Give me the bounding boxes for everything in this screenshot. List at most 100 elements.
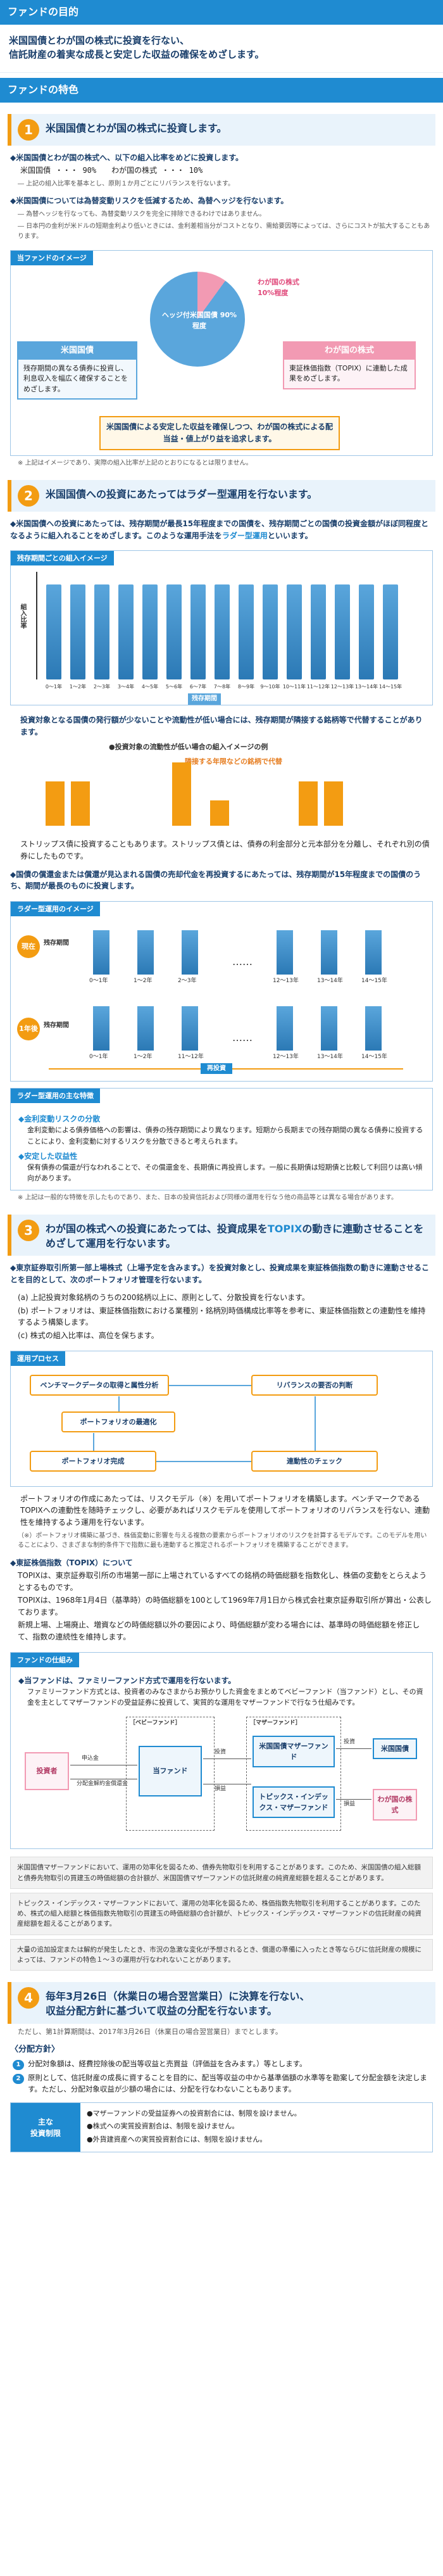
panel-tag: 運用プロセス — [11, 1351, 65, 1366]
reinvest-label: 再投資 — [201, 1063, 232, 1075]
feature-3: 3 わが国の株式への投資にあたっては、投資成果をTOPIXの動きに連動させること… — [8, 1214, 435, 1971]
bond-box-text: 残存期間の異なる債券に投資し、利息収入を幅広く確保することをめざします。 — [23, 363, 128, 393]
bar-label: 13〜14年 — [354, 684, 378, 690]
bullet: ◆米国国債については為替変動リスクを低減するため、為替ヘッジを行ないます。 — [10, 196, 289, 206]
process-arrow — [169, 1384, 251, 1386]
feature-number: 2 — [18, 484, 39, 507]
pie-small-label: わが国の株式 10%程度 — [258, 278, 299, 298]
liquidity-legend: ●投資対象の流動性が低い場合の組入イメージの例 — [109, 743, 268, 752]
panel-tag: 残存期間ごとの組入イメージ — [11, 551, 114, 566]
feature-1-head: 1 米国国債とわが国の株式に投資します。 — [8, 113, 435, 146]
ladder-bar — [93, 930, 109, 975]
scheme-text: ファミリーファンド方式とは、投資者のみなさまからお預かりした資金をまとめてベビー… — [27, 1688, 423, 1707]
liquidity-bar — [299, 781, 318, 826]
bar-label: 3〜4年 — [117, 684, 135, 690]
ladder-bar — [365, 930, 382, 975]
target-box: わが国の株式 — [373, 1789, 417, 1821]
mother-fund-box: 米国国債マザーファンド — [253, 1736, 335, 1768]
flow-label: 申込金 — [82, 1755, 99, 1762]
bar-label: 9〜10年 — [260, 684, 280, 690]
process-text: ポートフォリオの作成にあたっては、リスクモデル（※）を用いてポートフォリオを構築… — [20, 1494, 430, 1527]
footnote: ※ 上記は一般的な特徴を示したものであり、また、日本の投資信託および同様の運用を… — [18, 1194, 398, 1202]
process-arrow — [315, 1396, 316, 1451]
panel-tag: ラダー型運用の主な特徴 — [11, 1088, 100, 1103]
process-note: （※）ポートフォリオ構築に基づき、株価変動に影響を与える複数の要素からポートフォ… — [18, 1532, 427, 1550]
note: ― 為替ヘッジを行なっても、為替変動リスクを完全に排除できるわけではありません。 — [18, 210, 266, 218]
allocation-bar — [359, 584, 374, 680]
feature-item-text: 金利変動による債券価格への影響は、債券の残存期間により異なります。短期から長期ま… — [27, 1126, 423, 1146]
ladder-bar — [321, 930, 337, 975]
allocation-bar — [239, 584, 254, 680]
flow-line — [336, 1748, 371, 1750]
remaining-label: 残存期間 — [44, 1021, 69, 1029]
bar-label: 0〜1年 — [45, 684, 63, 690]
ladder-label: 13〜14年 — [317, 977, 343, 984]
distribution-item: 2 原則として、信託財産の成長に資することを目的に、配当等収益の中から基準価額の水… — [13, 2073, 433, 2095]
list-item: (a) 上記投資対象銘柄のうちの200銘柄以上に、原則として、分散投資を行ないま… — [18, 1293, 309, 1303]
allocation-bar — [94, 584, 109, 680]
feature-title: 米国国債とわが国の株式に投資します。 — [46, 122, 227, 134]
ladder-bar — [93, 1006, 109, 1051]
limit-item: ●マザーファンドの受益証券への投資割合には、制限を設けません。 — [87, 2109, 301, 2118]
flow-line — [203, 1758, 251, 1760]
goal-header: ファンドの目的 — [0, 0, 443, 25]
ladder-image: 現在 残存期間 1年後 残存期間 再投資 0〜1年 1〜2年 2〜3年 12〜13年 1… — [11, 916, 432, 1081]
ladder-label: 1〜2年 — [134, 1053, 153, 1060]
ladder-bar — [277, 1006, 293, 1051]
bond-box-title: 米国国債 — [18, 343, 136, 360]
bar-label: 2〜3年 — [93, 684, 111, 690]
x-axis-caption: 残存期間 — [188, 693, 221, 705]
feature-2-head: 2 米国国債への投資にあたってはラダー型運用を行ないます。 — [8, 479, 435, 512]
process-diagram: ベンチマークデータの取得と属性分析 リバランスの要否の判断 ポートフォリオの最適… — [11, 1366, 432, 1486]
allocation-bar — [383, 584, 398, 680]
equity-box: わが国の株式 東証株価指数（TOPIX）に連動した成果をめざします。 — [283, 341, 416, 389]
ladder-features: ラダー型運用の主な特徴 ◆金利変動リスクの分散 金利変動による債券価格への影響は… — [10, 1087, 433, 1191]
ladder-bar — [321, 1006, 337, 1051]
feature-title: わが国の株式への投資にあたっては、投資成果をTOPIXの動きに連動させることをめ… — [46, 1222, 424, 1249]
bar-label: 1〜2年 — [69, 684, 87, 690]
ladder-bars: 組入比率 残存期間 0〜1年 1〜2年 2〜3年 3〜4年 4〜5年 5〜6年 6〜7年 7〜… — [11, 565, 432, 705]
flow-line — [336, 1799, 371, 1800]
now-label: 現在 — [17, 935, 40, 958]
feature-number: 1 — [18, 118, 39, 141]
allocation-bar — [142, 584, 158, 680]
summary-box: 米国国債による安定した収益を確保しつつ、わが国の株式による配当益・値上がり益を追… — [99, 416, 340, 450]
topix-text: 新規上場、上場廃止、増資などの時価総額以外の要因により、時価総額が変わる場合には… — [18, 1620, 420, 1642]
list-item: (b) ポートフォリオは、東証株価指数における業種別・銘柄別時価構成比率等を参考… — [18, 1306, 426, 1327]
liquidity-bar — [46, 781, 65, 826]
limit-item: ●株式への実質投資割合は、制限を設けません。 — [87, 2122, 239, 2131]
gray-note: 米国国債マザーファンドにおいて、運用の効率化を図るため、債券先物取引を利用するこ… — [10, 1857, 433, 1889]
allocation-bar — [166, 584, 182, 680]
allocation-bar — [118, 584, 134, 680]
bar-label: 12〜13年 — [330, 684, 354, 690]
process-step: ポートフォリオの最適化 — [61, 1411, 175, 1432]
substitute-tag: 隣接する年限などの銘柄で代替 — [185, 757, 282, 766]
gray-note: トピックス・インデックス・マザーファンドにおいて、運用の効率化を図るため、株価指… — [10, 1892, 433, 1935]
feature-number: 3 — [18, 1219, 39, 1241]
scheme-diagram: 投資者 ［ベビーファンド］ 当ファンド ［マザーファンド］ 米国国債マザーファン… — [18, 1708, 425, 1841]
limits-list: ●マザーファンドの受益証券への投資割合には、制限を設けません。 ●株式への実質投… — [80, 2103, 308, 2151]
liquidity-bar — [172, 762, 191, 826]
allocation-line: 米国国債 ・・・ 90% わが国の株式 ・・・ 10% — [20, 166, 203, 175]
scheme-bullet: ◆当ファンドは、ファミリーファンド方式で運用を行ないます。 — [18, 1676, 236, 1685]
process-arrow — [118, 1396, 120, 1411]
allocation-bar — [215, 584, 230, 680]
ladder-label: 12〜13年 — [273, 1053, 299, 1060]
ladder-label: 12〜13年 — [273, 977, 299, 984]
y-axis — [36, 572, 37, 680]
allocation-pie — [150, 272, 245, 367]
scheme-body: ◆当ファンドは、ファミリーファンド方式で運用を行ないます。 ファミリーファンド方… — [11, 1667, 432, 1849]
bar-label: 4〜5年 — [141, 684, 159, 690]
process-step: リバランスの要否の判断 — [251, 1374, 378, 1396]
baby-fund-frame — [126, 1717, 215, 1831]
allocation-bar — [335, 584, 350, 680]
bullet: ◆国債の償還金または償還が見込まれる国債の売却代金を再投資するにあたっては、残存… — [10, 869, 421, 891]
allocation-bar — [190, 584, 206, 680]
mother-fund-frame — [246, 1717, 341, 1831]
ladder-bar — [277, 930, 293, 975]
liquidity-bar — [324, 781, 343, 826]
ladder-bar — [365, 1006, 382, 1051]
allocation-bar — [287, 584, 302, 680]
panel-tag: 当ファンドのイメージ — [11, 251, 93, 266]
ladder-label: 0〜1年 — [89, 977, 108, 984]
